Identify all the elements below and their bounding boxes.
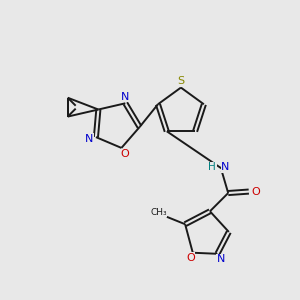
Text: N: N	[221, 162, 230, 172]
Text: O: O	[186, 253, 195, 263]
Text: N: N	[85, 134, 94, 144]
Text: CH₃: CH₃	[150, 208, 167, 217]
Text: N: N	[121, 92, 130, 102]
Text: S: S	[177, 76, 184, 86]
Text: O: O	[120, 149, 129, 159]
Text: H: H	[208, 162, 216, 172]
Text: O: O	[251, 187, 260, 196]
Text: N: N	[217, 254, 225, 264]
